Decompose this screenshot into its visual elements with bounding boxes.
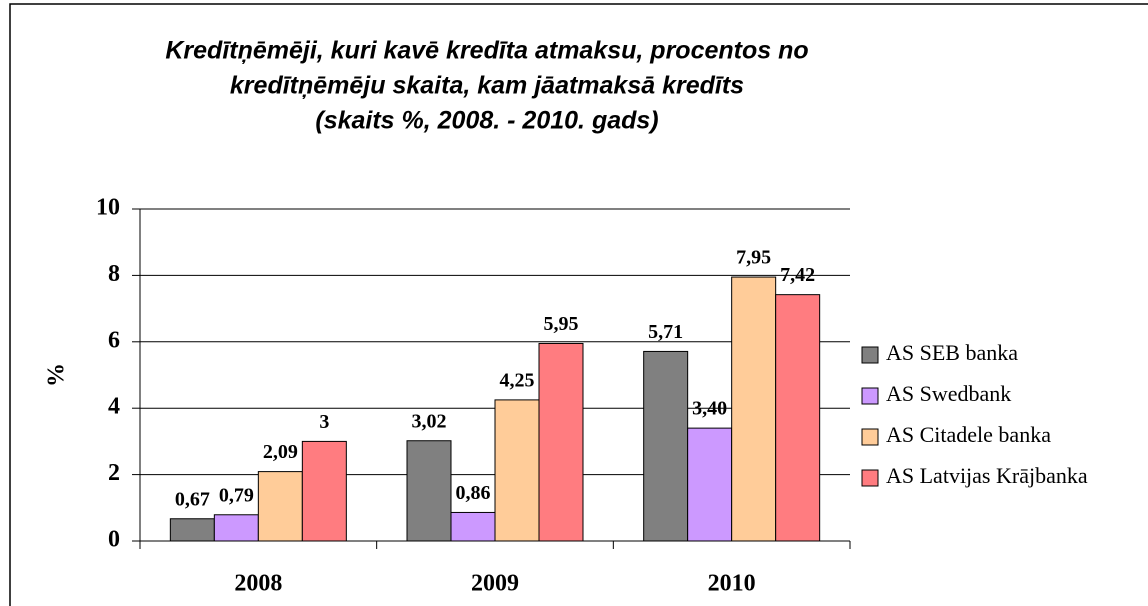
data-label: 4,25 — [500, 369, 535, 391]
bar — [450, 511, 496, 542]
y-tick-label: 10 — [96, 195, 120, 221]
y-tick-label: 2 — [108, 460, 120, 486]
x-tick-label: 2009 — [471, 571, 519, 597]
bar — [213, 514, 259, 542]
y-axis-label: % — [44, 363, 70, 387]
bar — [687, 427, 733, 542]
data-label: 3,02 — [412, 410, 447, 432]
legend-swatch — [861, 346, 879, 364]
legend-label: AS Swedbank — [886, 381, 1011, 406]
bar — [643, 350, 689, 542]
y-tick-label: 6 — [108, 327, 120, 353]
y-tick-label: 0 — [108, 527, 120, 553]
data-label: 5,95 — [544, 313, 579, 335]
bar — [301, 440, 347, 542]
x-tick-label: 2010 — [708, 571, 756, 597]
legend-label: AS Citadele banka — [886, 422, 1051, 447]
data-label: 5,71 — [648, 321, 683, 343]
bar — [406, 440, 452, 542]
data-label: 0,67 — [175, 488, 210, 510]
legend-label: AS SEB banka — [886, 340, 1018, 365]
data-label: 0,86 — [456, 482, 491, 504]
bar — [169, 518, 215, 542]
legend-swatch — [861, 428, 879, 446]
y-tick-label: 4 — [108, 394, 120, 420]
legend-label: AS Latvijas Krājbanka — [886, 463, 1088, 488]
data-label: 2,09 — [263, 441, 298, 463]
bar — [257, 471, 303, 542]
data-label: 3,40 — [692, 398, 727, 420]
chart-title: Kredītņēmēji, kuri kavē kredīta atmaksu,… — [165, 37, 808, 65]
bar — [731, 276, 777, 542]
data-label: 3 — [319, 411, 329, 433]
x-tick-label: 2008 — [234, 571, 282, 597]
data-label: 0,79 — [219, 484, 254, 506]
chart-title: (skaits %, 2008. - 2010. gads) — [315, 107, 658, 135]
data-label: 7,42 — [780, 264, 815, 286]
legend-swatch — [861, 387, 879, 405]
chart-title: kredītņēmēju skaita, kam jāatmaksā kredī… — [230, 72, 744, 100]
bar — [494, 399, 540, 542]
legend-swatch — [861, 469, 879, 487]
data-label: 7,95 — [736, 247, 771, 269]
y-tick-label: 8 — [108, 261, 120, 287]
bar — [775, 294, 821, 542]
bar — [538, 342, 584, 542]
